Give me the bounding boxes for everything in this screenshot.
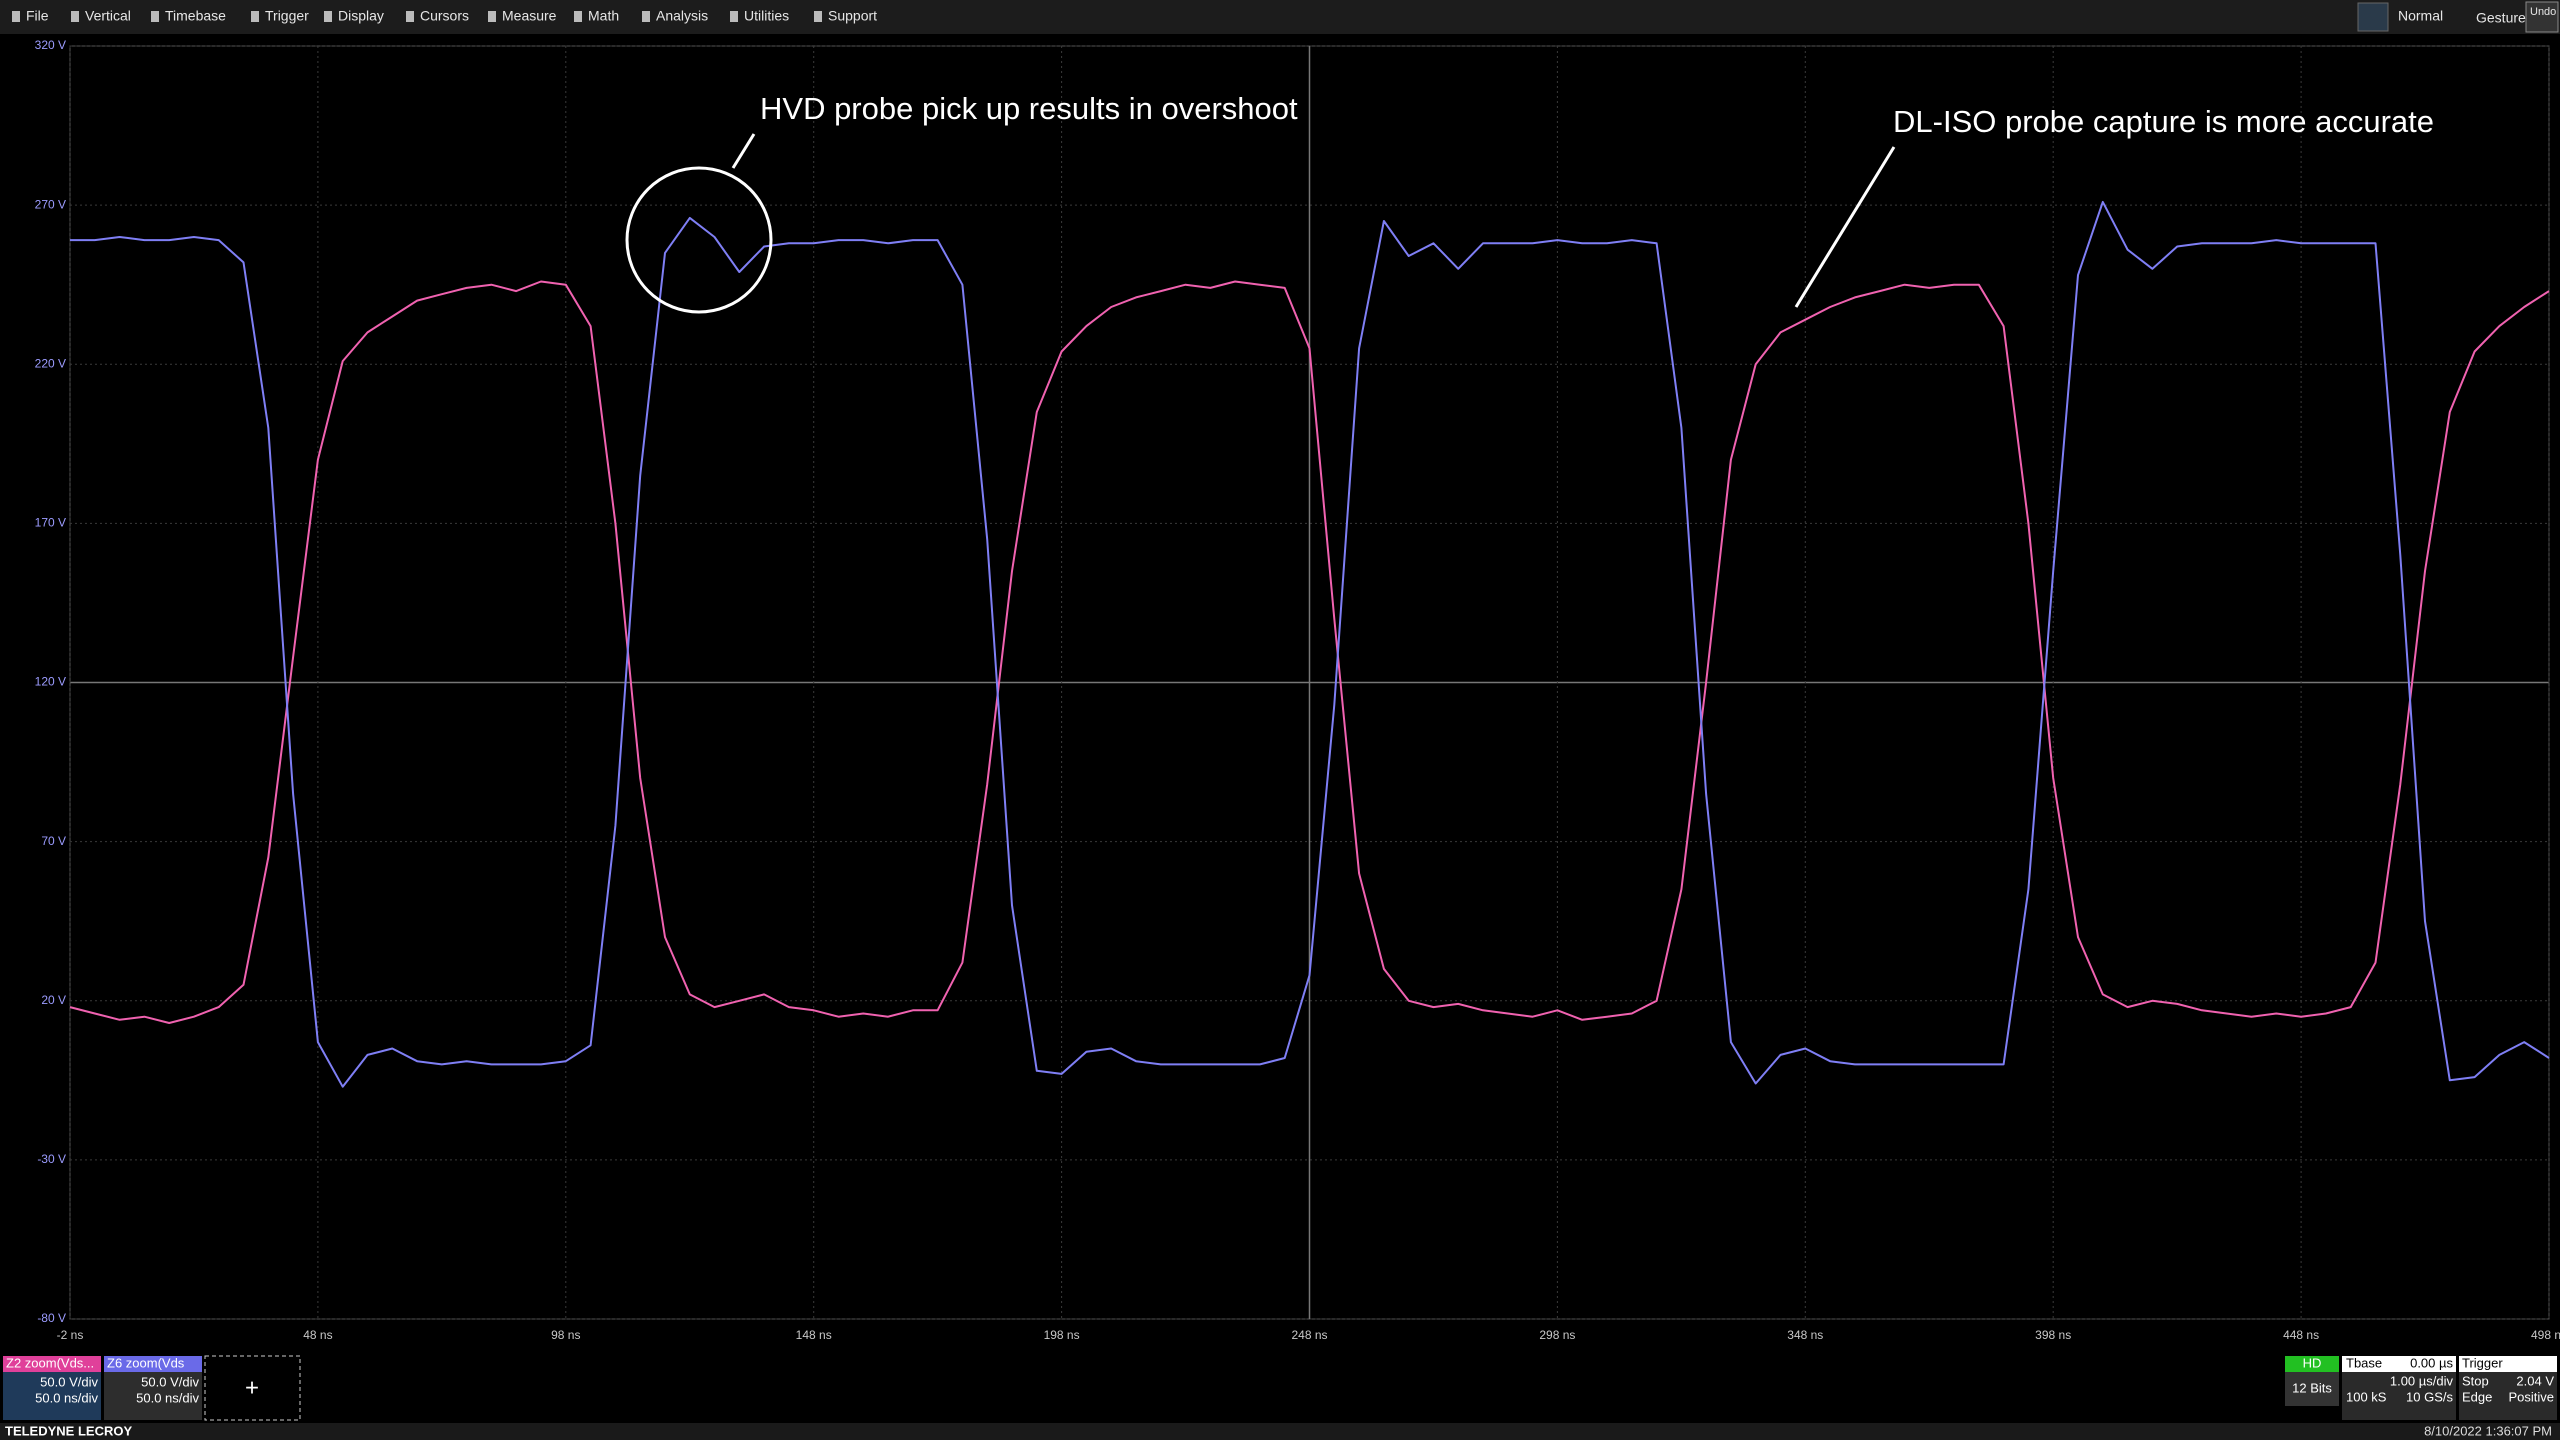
menu-icon[interactable] <box>151 11 159 22</box>
descriptor-body[interactable] <box>104 1372 202 1420</box>
traces <box>69 200 2550 1088</box>
descriptor-vdiv: 50.0 V/div <box>141 1374 199 1389</box>
menu-item[interactable]: Timebase <box>165 8 226 24</box>
y-tick-label: 120 V <box>35 675 66 689</box>
x-tick-label: 498 ns <box>2531 1328 2560 1342</box>
x-tick-label: -2 ns <box>57 1328 84 1342</box>
menu-item[interactable]: Display <box>338 8 384 24</box>
hd: HD <box>2303 1355 2322 1370</box>
menu-icon[interactable] <box>71 11 79 22</box>
timebase-delay: 0.00 µs <box>2410 1355 2453 1370</box>
timebase-samples: 100 kS <box>2346 1389 2387 1404</box>
menu-item[interactable]: Vertical <box>85 8 131 24</box>
highlight-circle <box>625 166 773 314</box>
menu-icon[interactable] <box>814 11 822 22</box>
menu-icon[interactable] <box>488 11 496 22</box>
menu-icon[interactable] <box>730 11 738 22</box>
menu-item[interactable]: Cursors <box>420 8 469 24</box>
timebase-div: 1.00 µs/div <box>2390 1373 2454 1388</box>
timebase-title[interactable]: Tbase <box>2346 1355 2382 1370</box>
bits-box <box>2285 1372 2339 1406</box>
timebase-body[interactable] <box>2342 1372 2456 1420</box>
descriptor-body[interactable] <box>3 1372 101 1420</box>
menu-icon[interactable] <box>324 11 332 22</box>
menu-icon[interactable] <box>406 11 414 22</box>
menu-icon[interactable] <box>12 11 20 22</box>
add-button[interactable] <box>204 1355 301 1421</box>
trace <box>69 280 2550 1024</box>
descriptor-name[interactable]: Z2 zoom(Vds... <box>6 1355 94 1370</box>
trigger-level: 2.04 V <box>2516 1373 2554 1388</box>
trigger-title[interactable]: Trigger <box>2462 1355 2503 1370</box>
menu: File Vertical Timebase Trigger Display Cursor… <box>12 8 877 24</box>
x-tick-label: 198 ns <box>1044 1328 1080 1342</box>
x-tick-label: 348 ns <box>1787 1328 1823 1342</box>
descriptor-header[interactable] <box>3 1356 101 1372</box>
menu-icon[interactable] <box>642 11 650 22</box>
timebase-header[interactable] <box>2342 1356 2456 1372</box>
timebase-rate: 10 GS/s <box>2406 1389 2453 1404</box>
menu-icon[interactable] <box>251 11 259 22</box>
x-tick-label: 298 ns <box>1539 1328 1575 1342</box>
x-tick-label: 448 ns <box>2283 1328 2319 1342</box>
y-tick-label: 170 V <box>35 516 66 530</box>
descriptor-name[interactable]: Z6 zoom(Vds <box>107 1355 185 1370</box>
menu-item[interactable]: Support <box>828 8 877 24</box>
grid: -80 V -30 V 20 V 70 V 120 V 170 V 220 V 270 V 32… <box>35 38 2560 1342</box>
y-tick-label: 320 V <box>35 38 66 52</box>
menu-item[interactable]: Trigger <box>265 8 309 24</box>
annotation-pointer <box>731 133 756 169</box>
hd-badge <box>2285 1356 2339 1372</box>
x-tick-label: 248 ns <box>1291 1328 1327 1342</box>
trigger-body[interactable] <box>2459 1372 2557 1420</box>
y-tick-label: 220 V <box>35 356 66 370</box>
annotation: HVD probe pick up results in overshoot <box>760 91 1298 126</box>
menu-item[interactable]: Math <box>588 8 619 24</box>
add-label[interactable]: + <box>245 1374 259 1401</box>
annotation: DL-ISO probe capture is more accurate <box>1893 104 2434 139</box>
y-tick-label: 270 V <box>35 197 66 211</box>
menu-item[interactable]: Utilities <box>744 8 789 24</box>
x-tick-label: 98 ns <box>551 1328 580 1342</box>
undo-button[interactable] <box>2525 1 2559 33</box>
y-tick-label: 70 V <box>41 834 66 848</box>
mode[interactable]: Normal <box>2398 8 2443 24</box>
y-tick-label: 20 V <box>41 993 66 1007</box>
timestamp: 8/10/2022 1:36:07 PM <box>2424 1423 2552 1438</box>
menu-item[interactable]: File <box>26 8 49 24</box>
layout-icon[interactable] <box>2357 2 2389 32</box>
y-tick-label: -30 V <box>37 1152 66 1166</box>
menu-icon[interactable] <box>574 11 582 22</box>
gesture[interactable]: Gesture <box>2476 10 2526 26</box>
menu-item[interactable]: Measure <box>502 8 557 24</box>
trigger-slope: Positive <box>2508 1389 2554 1404</box>
bits: 12 Bits <box>2292 1380 2332 1395</box>
undo[interactable]: Undo <box>2530 6 2556 18</box>
brand: TELEDYNE LECROY <box>5 1423 132 1438</box>
footer-bar <box>0 1423 2560 1440</box>
descriptor-vdiv: 50.0 V/div <box>40 1374 98 1389</box>
trigger-kind: Edge <box>2462 1389 2492 1404</box>
x-tick-label: 148 ns <box>796 1328 832 1342</box>
descriptor-header[interactable] <box>104 1356 202 1372</box>
descriptor-tdiv: 50.0 ns/div <box>35 1390 98 1405</box>
menu-item[interactable]: Analysis <box>656 8 708 24</box>
y-tick-label: -80 V <box>37 1311 66 1325</box>
x-tick-label: 398 ns <box>2035 1328 2071 1342</box>
annotation-pointer <box>1794 146 1896 308</box>
menu-bar <box>0 0 2560 34</box>
x-tick-label: 48 ns <box>303 1328 332 1342</box>
trigger-header[interactable] <box>2459 1356 2557 1372</box>
trace <box>70 200 2550 1088</box>
trigger-state: Stop <box>2462 1373 2489 1388</box>
descriptor-tdiv: 50.0 ns/div <box>136 1390 199 1405</box>
